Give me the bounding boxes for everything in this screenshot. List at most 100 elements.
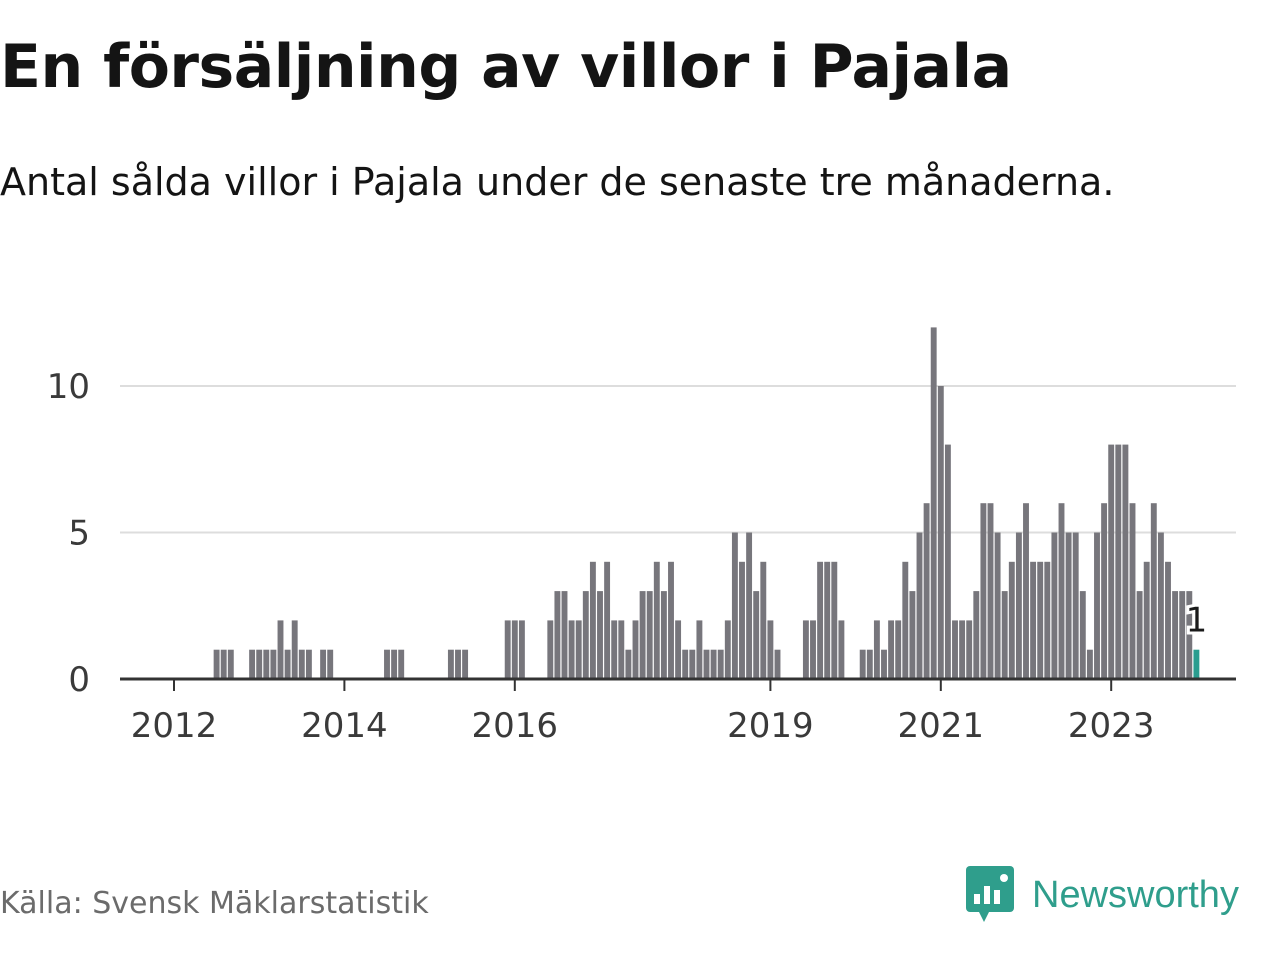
- bar: [462, 649, 469, 679]
- bar: [618, 620, 625, 679]
- bar: [1143, 561, 1150, 679]
- x-tick-label: 2014: [301, 706, 388, 746]
- bar: [753, 591, 760, 679]
- bar: [511, 620, 518, 679]
- bar: [824, 561, 831, 679]
- bar: [611, 620, 618, 679]
- bar: [959, 620, 966, 679]
- bar: [270, 649, 277, 679]
- bar: [696, 620, 703, 679]
- bar: [1122, 444, 1129, 679]
- highlight-data-label: 1: [1186, 601, 1208, 641]
- newsworthy-logo-icon: [966, 866, 1014, 922]
- bar: [227, 649, 234, 679]
- bar: [731, 532, 738, 679]
- bar: [1044, 561, 1051, 679]
- bar: [682, 649, 689, 679]
- bar: [817, 561, 824, 679]
- bar: [937, 386, 944, 679]
- bar: [518, 620, 525, 679]
- bar-highlight: [1193, 649, 1200, 679]
- bar: [994, 532, 1001, 679]
- bar: [952, 620, 958, 679]
- bar: [256, 649, 263, 679]
- bar: [639, 591, 646, 679]
- bar: [1065, 532, 1072, 679]
- source-note: Källa: Svensk Mäklarstatistik: [0, 886, 429, 921]
- bar-chart: 0 5 10 2012 2014 2016 2019 2021 2023 1: [47, 327, 1236, 746]
- bar: [660, 591, 667, 679]
- bar: [604, 561, 611, 679]
- bar: [689, 649, 696, 679]
- brand-logo[interactable]: Newsworthy: [964, 864, 1239, 926]
- x-tick-label: 2012: [131, 706, 218, 746]
- bar: [213, 649, 220, 679]
- bar: [724, 620, 731, 679]
- bar: [923, 503, 930, 679]
- brand-name: Newsworthy: [1032, 873, 1239, 916]
- bar: [277, 620, 284, 679]
- bar: [888, 620, 895, 679]
- bar: [703, 649, 710, 679]
- bar: [1058, 503, 1065, 679]
- bar: [220, 649, 227, 679]
- bar: [895, 620, 902, 679]
- bar: [1108, 444, 1115, 679]
- bar: [944, 444, 951, 679]
- y-tick-label: 5: [68, 514, 90, 554]
- bar: [1136, 591, 1143, 679]
- bar: [1023, 503, 1029, 679]
- bar: [1101, 503, 1108, 679]
- bar: [1030, 561, 1037, 679]
- bar: [398, 649, 405, 679]
- bar: [632, 620, 639, 679]
- bar: [1008, 561, 1015, 679]
- bar: [1051, 532, 1058, 679]
- bar: [284, 649, 291, 679]
- bar: [717, 649, 724, 679]
- bar: [575, 620, 582, 679]
- bar: [597, 591, 603, 679]
- bar: [774, 649, 781, 679]
- x-tick-label: 2019: [727, 706, 814, 746]
- bar: [653, 561, 660, 679]
- bar: [668, 561, 674, 679]
- bar: [384, 649, 390, 679]
- bar: [831, 561, 838, 679]
- x-tick-label: 2021: [898, 706, 985, 746]
- bar: [873, 620, 880, 679]
- bar: [1172, 591, 1179, 679]
- bar: [1150, 503, 1157, 679]
- bar: [866, 649, 873, 679]
- bar: [1015, 532, 1022, 679]
- bar: [859, 649, 866, 679]
- bar: [625, 649, 632, 679]
- bar: [249, 649, 256, 679]
- bar: [1179, 591, 1186, 679]
- bar: [554, 591, 561, 679]
- bar: [561, 591, 568, 679]
- bar: [1165, 561, 1171, 679]
- y-tick-label: 0: [68, 660, 90, 700]
- bar: [902, 561, 909, 679]
- bar: [980, 503, 987, 679]
- bar: [710, 649, 717, 679]
- bar: [1037, 561, 1044, 679]
- bar: [305, 649, 312, 679]
- bar: [1001, 591, 1008, 679]
- bar: [447, 649, 454, 679]
- bar: [973, 591, 980, 679]
- y-tick-label: 10: [47, 367, 90, 407]
- bar: [298, 649, 305, 679]
- bar: [739, 561, 745, 679]
- bar: [1129, 503, 1136, 679]
- bar: [987, 503, 994, 679]
- bar: [327, 649, 334, 679]
- chart-subtitle: Antal sålda villor i Pajala under de sen…: [0, 160, 1115, 204]
- bar: [966, 620, 973, 679]
- bar: [455, 649, 461, 679]
- bar: [916, 532, 923, 679]
- x-tick-label: 2023: [1068, 706, 1155, 746]
- bar: [320, 649, 327, 679]
- bar: [760, 561, 767, 679]
